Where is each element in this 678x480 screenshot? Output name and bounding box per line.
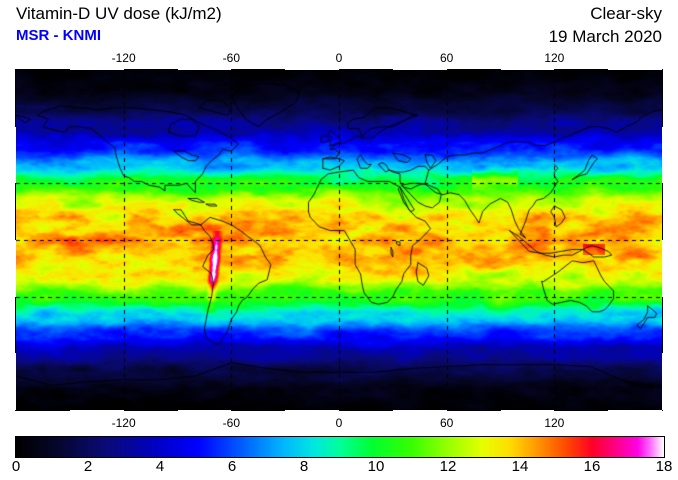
x-axis-top-label: -120 (111, 51, 136, 65)
x-axis-top-label: -60 (222, 51, 240, 65)
y-axis-right-ticks (662, 70, 666, 410)
x-axis-bottom-ticks (16, 410, 662, 414)
colorbar-tick-label: 0 (11, 458, 21, 475)
x-axis-bottom-label: 60 (439, 416, 454, 430)
colorbar-tick-label: 8 (299, 458, 309, 475)
x-axis-top-label: 60 (439, 51, 454, 65)
sky-condition-label: Clear-sky (590, 4, 662, 23)
map-panel: -120-120-60-60006060120120606000-60-60 (12, 51, 666, 430)
data-source-label: MSR - KNMI (16, 27, 101, 44)
colorbar-tick-label: 18 (655, 458, 673, 475)
x-axis-top-label: 120 (544, 51, 565, 65)
x-axis-bottom-label: -120 (111, 416, 136, 430)
x-axis-bottom-label: -60 (222, 416, 240, 430)
colorbar (15, 436, 665, 458)
colorbar-tick-label: 12 (439, 458, 457, 475)
colorbar-tick-label: 10 (367, 458, 385, 475)
x-axis-bottom-label: 120 (544, 416, 565, 430)
date-label: 19 March 2020 (548, 27, 662, 46)
x-axis-bottom-label: 0 (335, 416, 343, 430)
colorbar-tick-label: 4 (155, 458, 165, 475)
colorbar-tick-label: 16 (583, 458, 601, 475)
colorbar-gradient (16, 437, 664, 457)
uv-dose-map-canvas (16, 70, 662, 410)
page-title: Vitamin-D UV dose (kJ/m2) (16, 4, 222, 23)
x-axis-top-label: 0 (335, 51, 343, 65)
colorbar-tick-label: 2 (83, 458, 93, 475)
colorbar-tick-label: 6 (227, 458, 237, 475)
colorbar-tick-label: 14 (511, 458, 529, 475)
